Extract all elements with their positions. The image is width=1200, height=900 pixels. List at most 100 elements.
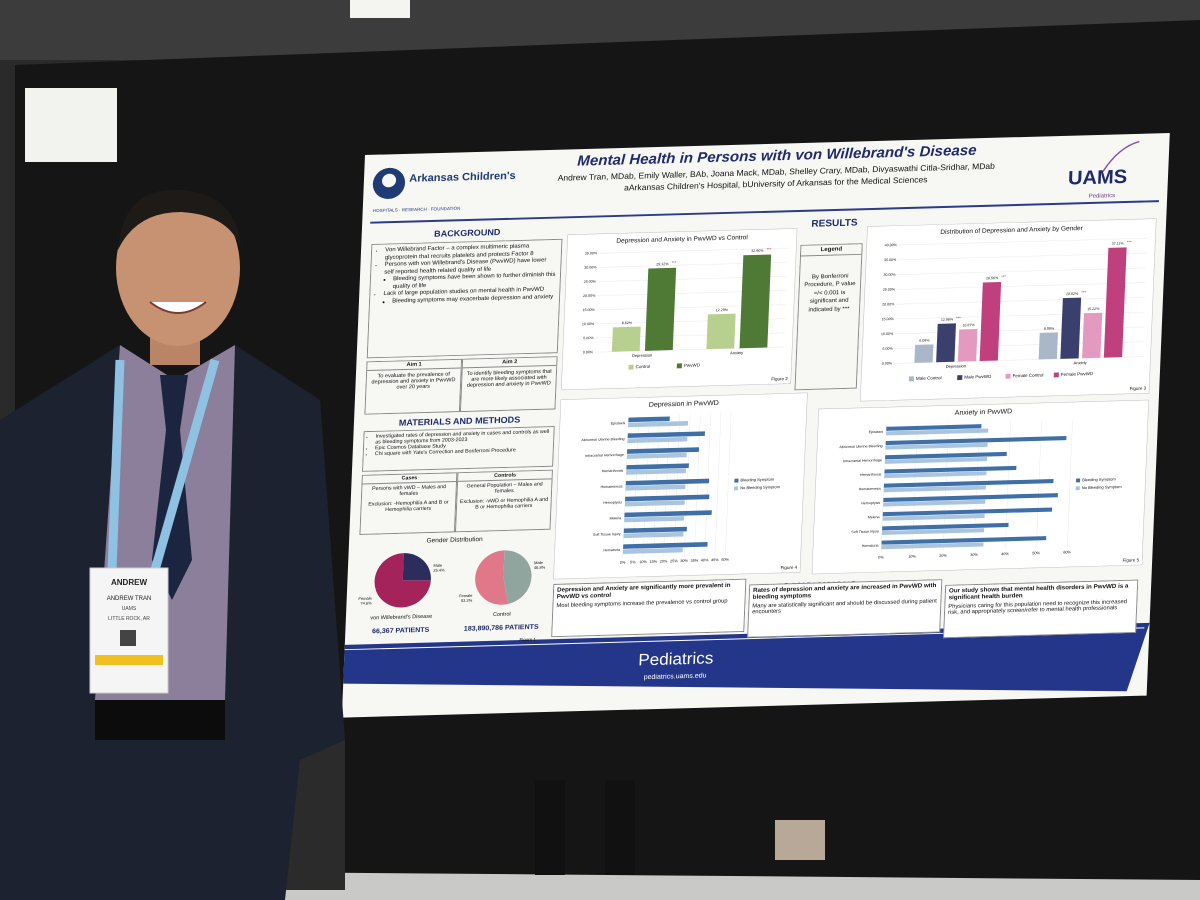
conclusion-box: Depression and Anxiety are significantly… (551, 578, 747, 638)
pie-slice (374, 553, 431, 608)
bar (739, 254, 772, 349)
y-tick-label: 20.00% (583, 294, 596, 298)
y-tick-label: Melena (868, 515, 880, 519)
y-tick-label: Hemarthrosis (602, 469, 624, 474)
y-tick-label: Hematemesis (859, 487, 881, 492)
conclusion-text: Most bleeding symptoms increase the prev… (556, 598, 728, 610)
pie-patients: 183,890,786 PATIENTS (464, 624, 539, 633)
x-tick-label: 50% (1032, 551, 1040, 555)
x-tick-label: 20% (660, 559, 668, 563)
bar (883, 493, 1058, 502)
value-label: 37.11% (1112, 242, 1125, 246)
value-label: 12.98% (941, 317, 954, 321)
legend-label: No Bleeding Symptom (740, 484, 781, 490)
y-tick-label: Soft Tissue Injury (851, 529, 879, 534)
legend-swatch (1005, 373, 1011, 379)
y-tick-label: Hemoptysis (861, 501, 880, 505)
group-box-body: Controls General Population – Males and f… (454, 469, 553, 533)
grid-line (895, 312, 1145, 320)
conclusion-box-body: Depression and Anxiety are significantly… (551, 578, 747, 638)
y-tick-label: 25.00% (883, 287, 896, 291)
y-tick-label: 10.00% (881, 332, 894, 336)
x-tick-label: 35% (690, 559, 698, 563)
belt (95, 700, 225, 740)
bar (884, 456, 988, 464)
aim-text: To identify bleeding symptoms that are m… (466, 368, 552, 389)
x-tick-label: 15% (649, 560, 657, 564)
legend-label: Female PwvWD (1061, 371, 1094, 377)
chart-title: Anxiety in PwvWD (955, 408, 1013, 416)
footer-banner (343, 622, 1150, 692)
y-tick-label: Hematuria (603, 548, 620, 552)
y-tick-label: Hematemesis (600, 485, 622, 490)
y-tick-label: 35.00% (884, 258, 897, 262)
bar (628, 421, 689, 428)
conclusion-text: Many are statistically significant and s… (751, 598, 937, 616)
methods-box: Investigated rates of depression and anx… (362, 426, 555, 472)
y-tick-label: Intracranial Hemorrhage (843, 458, 882, 463)
bar (626, 468, 687, 475)
bar (626, 452, 687, 459)
bar (627, 447, 700, 454)
y-tick-label: 30.00% (883, 273, 896, 277)
grid-line (895, 326, 1144, 334)
pie-slice (503, 550, 532, 604)
legend-label: Male PwvWD (964, 374, 991, 380)
significance-mark: *** (766, 247, 771, 252)
y-tick-label: 25.00% (584, 280, 597, 284)
bar (936, 323, 956, 363)
bar (644, 267, 677, 351)
bar (627, 431, 706, 438)
y-tick-label: Soft Tissue Injury (593, 532, 621, 537)
logo-mark (382, 173, 397, 188)
x-tick-label: Depression (946, 363, 966, 368)
bar (886, 428, 989, 436)
x-tick-label: 20% (939, 554, 947, 558)
grid-line (898, 238, 1148, 246)
value-label: 6.09% (919, 338, 930, 342)
background-box-body: Von Willebrand Factor – a complex multim… (366, 238, 563, 359)
methods-box-body: Investigated rates of depression and anx… (361, 425, 555, 472)
background-leg (605, 780, 635, 875)
bar (884, 465, 1017, 474)
y-tick-label: Intracranial Hemorrhage (585, 453, 624, 458)
bar (881, 528, 985, 536)
logo-right-sub: Pediatrics (1089, 193, 1116, 200)
legend-label: Control (636, 364, 651, 369)
bar (883, 479, 1054, 488)
conclusion-heading: Our study shows that mental health disor… (948, 582, 1129, 602)
aim-box: Aim 1To evaluate the prevalence of depre… (364, 358, 463, 415)
aim-box: Aim 2To identify bleeding symptoms that … (459, 356, 558, 413)
lanyard (107, 359, 125, 571)
bar (624, 510, 712, 518)
y-tick-label: 5.00% (583, 336, 594, 340)
x-tick-label: Depression (632, 353, 652, 358)
chart-title: Depression in PwvWD (649, 400, 719, 409)
grid-line (694, 413, 701, 556)
bar (881, 542, 984, 550)
head (116, 190, 240, 346)
grid-line (704, 412, 711, 556)
y-tick-label: Epistaxis (869, 430, 884, 434)
legend-swatch (734, 486, 739, 491)
bar (881, 536, 1047, 545)
grid-line (725, 412, 732, 556)
x-tick-label: 5% (630, 560, 636, 564)
bullet-list: Investigated rates of depression and anx… (367, 429, 551, 457)
grid-line (897, 267, 1147, 275)
bar (957, 328, 978, 362)
pie-label: Female (358, 596, 372, 601)
pie-patients: 66,367 PATIENTS (372, 627, 430, 635)
bar (914, 344, 934, 363)
y-tick-label: 5.00% (882, 347, 893, 351)
chart-title: Distribution of Depression and Anxiety b… (940, 225, 1084, 236)
pie-label: Male (534, 560, 544, 565)
significance-mark: *** (1127, 239, 1132, 244)
bar (883, 499, 986, 507)
legend-swatch (734, 478, 739, 483)
bar (624, 516, 685, 523)
pie-value: 74.6% (360, 601, 372, 606)
bar (882, 507, 1053, 517)
x-tick-label: 0% (620, 561, 626, 565)
